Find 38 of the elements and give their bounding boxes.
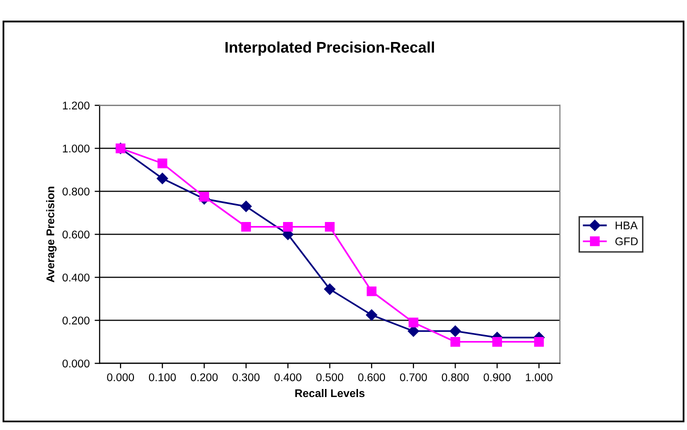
- point: [240, 200, 252, 212]
- point: [408, 318, 418, 328]
- point: [366, 286, 376, 296]
- point: [199, 192, 210, 202]
- y-axis-title: Average Precision: [46, 186, 57, 282]
- legend-label: HBA: [616, 222, 638, 230]
- y-tick-label: 0.000: [62, 360, 90, 368]
- point: [324, 284, 336, 295]
- y-tick-label: 1.000: [62, 144, 90, 152]
- x-tick-label: 0.500: [316, 373, 344, 382]
- x-tick-label: 1.000: [526, 373, 552, 382]
- x-tick-label: 0.100: [148, 373, 176, 382]
- x-tick-label: 0.700: [400, 373, 427, 382]
- x-tick-label: 0.900: [484, 373, 511, 382]
- y-tick-label: 0.800: [62, 188, 90, 196]
- legend-label: GFD: [615, 237, 638, 246]
- point: [366, 309, 378, 321]
- x-tick-label: 0.300: [232, 373, 260, 382]
- point: [156, 172, 168, 184]
- point: [450, 336, 460, 347]
- point: [241, 222, 251, 232]
- x-tick-label: 0.400: [274, 373, 302, 382]
- point: [492, 336, 502, 347]
- x-tick-label: 0.000: [107, 373, 134, 382]
- point: [324, 222, 335, 232]
- x-tick-label: 0.800: [442, 373, 469, 382]
- chart-title: Interpolated Precision-Recall: [226, 42, 434, 56]
- x-tick-label: 0.600: [358, 373, 386, 382]
- x-axis-title: Recall Levels: [295, 388, 365, 398]
- y-tick-label: 0.600: [62, 230, 90, 238]
- point: [450, 325, 461, 337]
- y-tick-label: 0.200: [62, 316, 90, 324]
- x-tick-label: 0.200: [190, 373, 218, 382]
- point: [158, 158, 168, 168]
- y-tick-label: 1.200: [62, 102, 90, 110]
- y-tick-label: 0.400: [62, 274, 90, 282]
- point: [534, 336, 544, 347]
- point: [283, 222, 293, 232]
